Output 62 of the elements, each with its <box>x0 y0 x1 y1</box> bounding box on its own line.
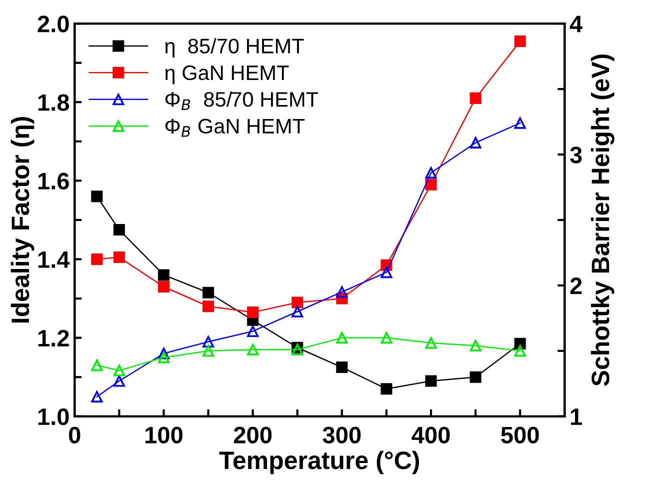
point <box>425 167 437 179</box>
legend-label: η 85/70 HEMT <box>165 38 304 58</box>
point <box>470 136 482 148</box>
y2-tick-label: 4 <box>570 16 582 32</box>
point <box>91 390 103 402</box>
x-tick-label: 0 <box>69 426 80 444</box>
point <box>380 383 392 395</box>
legend-label: η GaN HEMT <box>165 65 289 84</box>
point <box>91 360 103 372</box>
point <box>514 117 526 129</box>
point <box>514 35 526 48</box>
point <box>425 337 437 349</box>
point <box>247 325 259 338</box>
y-tick-label: 1.2 <box>38 330 69 346</box>
point <box>292 296 304 308</box>
point <box>202 286 214 298</box>
point <box>113 364 125 376</box>
x-tick-label: 300 <box>322 426 361 444</box>
y2-tick-label: 1 <box>570 408 582 425</box>
point <box>202 336 214 348</box>
point <box>91 190 103 202</box>
point <box>336 362 348 374</box>
point <box>380 266 392 278</box>
y-tick-label: 1.4 <box>38 252 70 268</box>
y-tick-label: 1.8 <box>38 94 70 111</box>
point <box>202 300 214 312</box>
point <box>247 306 259 318</box>
text: 1.0 <box>38 408 69 426</box>
point <box>158 280 170 293</box>
point <box>425 375 437 387</box>
point <box>470 92 482 104</box>
point <box>470 371 482 383</box>
x-tick-label: 200 <box>234 426 272 444</box>
point <box>158 352 170 364</box>
point <box>336 332 348 344</box>
x-tick-label: 400 <box>412 426 450 444</box>
y-axis-title: Ideality Factor (η) <box>10 117 34 322</box>
point <box>113 252 125 264</box>
point <box>202 345 214 357</box>
y2-tick-label: 2 <box>570 278 582 294</box>
point <box>113 224 125 236</box>
point <box>292 306 304 318</box>
point <box>425 178 437 190</box>
point <box>91 253 103 266</box>
point <box>514 345 526 357</box>
text: 2.0 <box>38 16 69 32</box>
point <box>336 286 348 298</box>
point <box>380 332 392 344</box>
legend-label: Φ$_{B}$ 85/70 HEMT <box>165 91 318 110</box>
legend-label: Φ$_{B}$ GaN HEMT <box>165 118 305 137</box>
point <box>113 375 125 387</box>
point <box>158 348 170 360</box>
x-tick-label: 500 <box>501 426 539 444</box>
point <box>470 340 482 352</box>
point <box>514 338 526 350</box>
x-axis-title: Temperature (°C) <box>219 450 420 474</box>
y2-tick-label: 3 <box>570 146 582 164</box>
x-tick-label: 100 <box>146 426 182 444</box>
point <box>247 344 259 356</box>
y2-axis-title: Schottky Barrier Height (eV) <box>590 54 614 386</box>
point <box>158 269 170 281</box>
y-tick-label: 1.6 <box>38 172 69 190</box>
